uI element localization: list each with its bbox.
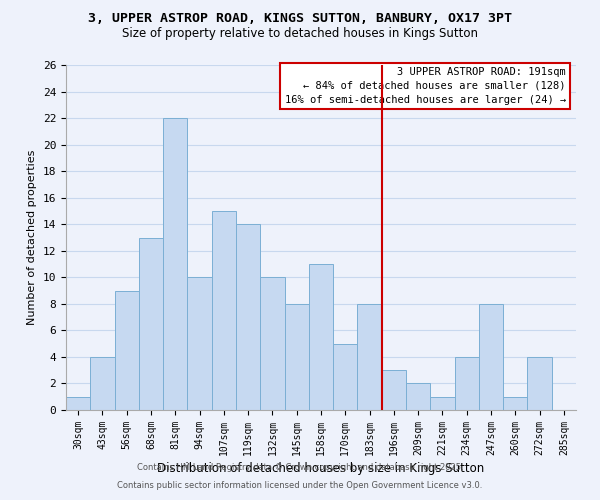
Bar: [284, 304, 309, 410]
Text: 3 UPPER ASTROP ROAD: 191sqm
← 84% of detached houses are smaller (128)
16% of se: 3 UPPER ASTROP ROAD: 191sqm ← 84% of det…: [284, 66, 566, 104]
Text: Size of property relative to detached houses in Kings Sutton: Size of property relative to detached ho…: [122, 28, 478, 40]
Bar: [115, 290, 139, 410]
Bar: [527, 357, 552, 410]
Bar: [236, 224, 260, 410]
Bar: [358, 304, 382, 410]
Bar: [382, 370, 406, 410]
Bar: [260, 278, 284, 410]
Bar: [309, 264, 333, 410]
Bar: [212, 211, 236, 410]
Bar: [406, 384, 430, 410]
Bar: [90, 357, 115, 410]
X-axis label: Distribution of detached houses by size in Kings Sutton: Distribution of detached houses by size …: [157, 462, 485, 475]
Bar: [66, 396, 90, 410]
Bar: [479, 304, 503, 410]
Bar: [163, 118, 187, 410]
Bar: [139, 238, 163, 410]
Y-axis label: Number of detached properties: Number of detached properties: [27, 150, 37, 325]
Text: Contains public sector information licensed under the Open Government Licence v3: Contains public sector information licen…: [118, 481, 482, 490]
Bar: [430, 396, 455, 410]
Bar: [187, 278, 212, 410]
Text: 3, UPPER ASTROP ROAD, KINGS SUTTON, BANBURY, OX17 3PT: 3, UPPER ASTROP ROAD, KINGS SUTTON, BANB…: [88, 12, 512, 26]
Bar: [333, 344, 358, 410]
Bar: [455, 357, 479, 410]
Bar: [503, 396, 527, 410]
Text: Contains HM Land Registry data © Crown copyright and database right 2025.: Contains HM Land Registry data © Crown c…: [137, 464, 463, 472]
